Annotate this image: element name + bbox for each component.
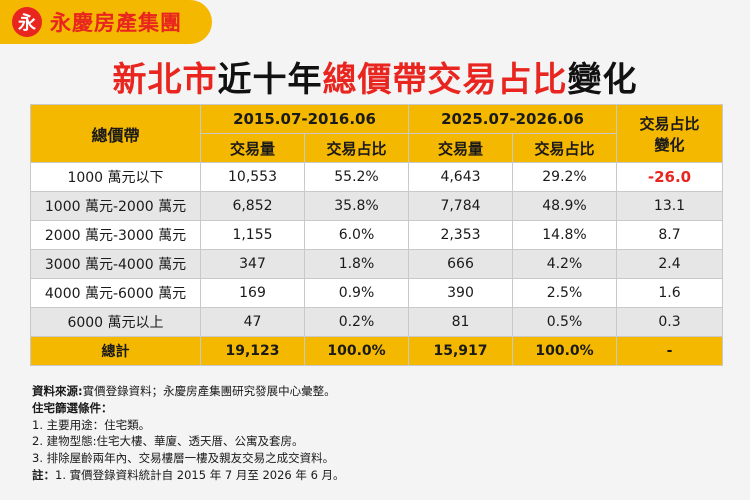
cell-volume-2: 7,784 — [408, 191, 513, 221]
cell-share-1: 1.8% — [304, 249, 409, 279]
remark-text: 1. 實價登錄資料統計自 2015 年 7 月至 2026 年 6 月。 — [55, 467, 345, 482]
total-volume-1: 19,123 — [200, 336, 305, 366]
cell-volume-2: 390 — [408, 278, 513, 308]
table-row: 1000 萬元-2000 萬元 6,852 35.8% 7,784 48.9% … — [30, 191, 723, 221]
brand-mark-icon: 永 — [12, 7, 42, 37]
cell-band: 1000 萬元以下 — [30, 162, 201, 192]
cell-change: 0.3 — [616, 307, 723, 337]
header-band: 總價帶 — [30, 104, 201, 163]
cell-change: 1.6 — [616, 278, 723, 308]
source-line: 資料來源:實價登錄資料；永慶房產集團研究發展中心彙整。 — [32, 383, 345, 400]
table-row: 2000 萬元-3000 萬元 1,155 6.0% 2,353 14.8% 8… — [30, 220, 723, 250]
total-share-1: 100.0% — [304, 336, 409, 366]
header-volume-1: 交易量 — [200, 133, 305, 163]
title-period: 近十年 — [217, 60, 323, 100]
cell-share-1: 55.2% — [304, 162, 409, 192]
cell-band: 4000 萬元-6000 萬元 — [30, 278, 201, 308]
cell-volume-1: 347 — [200, 249, 305, 279]
table-row: 4000 萬元-6000 萬元 169 0.9% 390 2.5% 1.6 — [30, 278, 723, 308]
cell-band: 1000 萬元-2000 萬元 — [30, 191, 201, 221]
title-subject: 總價帶交易占比 — [322, 60, 568, 100]
brand-name: 永慶房產集團 — [50, 11, 182, 35]
total-row: 總計 19,123 100.0% 15,917 100.0% - — [30, 336, 723, 366]
footnotes: 資料來源:實價登錄資料；永慶房產集團研究發展中心彙整。 住宅篩選條件： 1. 主… — [32, 383, 345, 484]
cell-share-2: 2.5% — [512, 278, 617, 308]
cell-share-2: 14.8% — [512, 220, 617, 250]
cell-volume-1: 47 — [200, 307, 305, 337]
header-volume-2: 交易量 — [408, 133, 513, 163]
cell-band: 2000 萬元-3000 萬元 — [30, 220, 201, 250]
page-title: 新北市近十年總價帶交易占比變化 — [0, 52, 750, 101]
header-share-1: 交易占比 — [304, 133, 409, 163]
total-label: 總計 — [30, 336, 201, 366]
header-row-periods: 總價帶 2015.07-2016.06 2025.07-2026.06 交易占比… — [30, 104, 723, 163]
source-text: 實價登錄資料；永慶房產集團研究發展中心彙整。 — [82, 384, 336, 398]
cell-share-2: 0.5% — [512, 307, 617, 337]
cell-band: 3000 萬元-4000 萬元 — [30, 249, 201, 279]
cell-share-1: 0.9% — [304, 278, 409, 308]
total-volume-2: 15,917 — [408, 336, 513, 366]
remark-label: 註： — [32, 467, 55, 482]
cell-share-2: 4.2% — [512, 249, 617, 279]
cell-volume-1: 6,852 — [200, 191, 305, 221]
filter-item: 1. 主要用途：住宅類。 — [32, 417, 151, 432]
cell-change: 13.1 — [616, 191, 723, 221]
cell-change: 8.7 — [616, 220, 723, 250]
header-period-2: 2025.07-2026.06 — [408, 104, 617, 134]
remark-line: 註：1. 實價登錄資料統計自 2015 年 7 月至 2026 年 6 月。 — [32, 467, 345, 484]
cell-volume-2: 4,643 — [408, 162, 513, 192]
total-change: - — [616, 336, 723, 366]
filter-label: 住宅篩選條件： — [32, 400, 113, 415]
title-suffix: 變化 — [567, 60, 638, 100]
price-band-table: 總價帶 2015.07-2016.06 2025.07-2026.06 交易占比… — [30, 104, 723, 366]
source-label: 資料來源: — [32, 384, 83, 398]
header-change: 交易占比 變化 — [616, 104, 723, 163]
cell-volume-2: 81 — [408, 307, 513, 337]
cell-volume-2: 2,353 — [408, 220, 513, 250]
filter-item: 3. 排除屋齡兩年內、交易樓層一樓及親友交易之成交資料。 — [32, 451, 335, 466]
table-row: 3000 萬元-4000 萬元 347 1.8% 666 4.2% 2.4 — [30, 249, 723, 279]
cell-share-1: 0.2% — [304, 307, 409, 337]
header-change-line2: 變化 — [654, 135, 685, 154]
cell-change: -26.0 — [616, 162, 723, 192]
cell-volume-1: 10,553 — [200, 162, 305, 192]
table-row: 1000 萬元以下 10,553 55.2% 4,643 29.2% -26.0 — [30, 162, 723, 192]
total-share-2: 100.0% — [512, 336, 617, 366]
title-region: 新北市 — [112, 60, 218, 100]
cell-share-2: 29.2% — [512, 162, 617, 192]
cell-change: 2.4 — [616, 249, 723, 279]
header-share-2: 交易占比 — [512, 133, 617, 163]
cell-share-2: 48.9% — [512, 191, 617, 221]
cell-share-1: 35.8% — [304, 191, 409, 221]
cell-band: 6000 萬元以上 — [30, 307, 201, 337]
header-change-line1: 交易占比 — [639, 114, 700, 133]
cell-volume-1: 169 — [200, 278, 305, 308]
cell-share-1: 6.0% — [304, 220, 409, 250]
header-period-1: 2015.07-2016.06 — [200, 104, 409, 134]
cell-volume-2: 666 — [408, 249, 513, 279]
cell-volume-1: 1,155 — [200, 220, 305, 250]
header-row-sub: 交易量 交易占比 交易量 交易占比 — [30, 133, 723, 163]
table-row: 6000 萬元以上 47 0.2% 81 0.5% 0.3 — [30, 307, 723, 337]
filter-item: 2. 建物型態:住宅大樓、華廈、透天厝、公寓及套房。 — [32, 434, 304, 449]
brand-logo: 永 永慶房產集團 — [0, 0, 212, 44]
